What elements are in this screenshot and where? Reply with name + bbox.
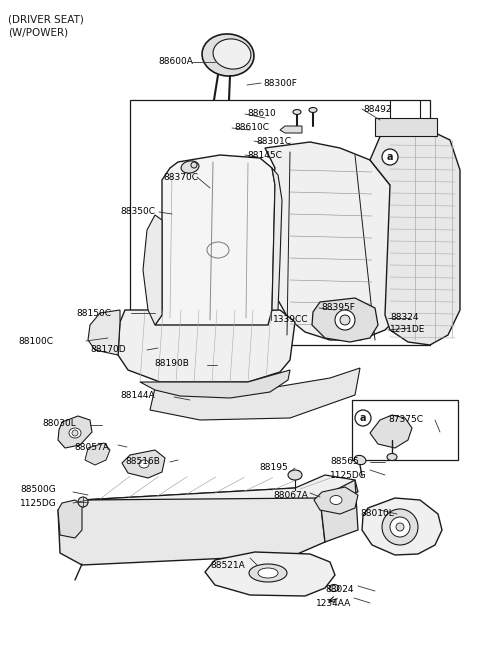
Ellipse shape [202,34,254,76]
Text: 88610C: 88610C [234,124,269,132]
Text: 88024: 88024 [325,585,353,595]
Polygon shape [320,480,358,542]
Text: 87375C: 87375C [388,416,423,424]
Text: a: a [387,152,393,162]
Ellipse shape [249,564,287,582]
Text: a: a [360,413,366,423]
Polygon shape [58,500,82,538]
Polygon shape [370,125,460,345]
Text: 1339CC: 1339CC [273,315,309,325]
Circle shape [340,315,350,325]
Polygon shape [272,168,282,310]
Bar [375,118,437,136]
Polygon shape [58,488,325,565]
Ellipse shape [258,568,278,578]
Text: 88145C: 88145C [247,150,282,160]
Text: 88350C: 88350C [120,207,155,217]
Text: 88170D: 88170D [90,346,126,354]
Circle shape [382,149,398,165]
Ellipse shape [293,110,301,114]
Text: 1234AA: 1234AA [316,598,351,608]
Polygon shape [205,552,335,596]
Ellipse shape [329,585,339,591]
Bar [352,400,458,460]
Text: 88565: 88565 [330,458,359,467]
Polygon shape [58,416,92,448]
Text: 88301C: 88301C [256,136,291,146]
Polygon shape [265,142,415,340]
Text: 88195: 88195 [259,464,288,473]
Polygon shape [155,155,275,325]
Polygon shape [150,368,360,420]
Polygon shape [314,487,358,514]
Polygon shape [143,215,162,325]
Text: 88395F: 88395F [321,303,355,313]
Text: 88300F: 88300F [263,78,297,88]
Polygon shape [122,450,165,478]
Text: 88500G: 88500G [20,485,56,495]
Ellipse shape [354,456,366,465]
Text: 88516B: 88516B [125,458,160,467]
Circle shape [72,430,78,436]
Polygon shape [140,370,290,398]
Circle shape [396,523,404,531]
Ellipse shape [330,495,342,505]
Ellipse shape [309,108,317,112]
Ellipse shape [181,161,199,173]
Polygon shape [312,298,378,342]
Ellipse shape [387,454,397,460]
Bar [130,100,430,345]
Ellipse shape [213,39,251,69]
Polygon shape [280,126,302,133]
Polygon shape [370,415,412,448]
Circle shape [191,162,197,168]
Text: 88324: 88324 [390,313,419,321]
Text: 88150C: 88150C [76,309,111,317]
Text: 88010L: 88010L [360,509,394,519]
Text: (DRIVER SEAT)
(W/POWER): (DRIVER SEAT) (W/POWER) [8,14,84,37]
Text: 88100C: 88100C [18,336,53,346]
Text: 88600A: 88600A [158,57,193,66]
Text: 1231DE: 1231DE [390,325,425,334]
Circle shape [78,497,88,507]
Polygon shape [82,475,358,500]
Text: 88492: 88492 [363,104,392,114]
Text: 88190B: 88190B [154,360,189,368]
Circle shape [382,509,418,545]
Text: 88144A: 88144A [120,392,155,400]
Polygon shape [362,498,442,555]
Text: 88370C: 88370C [163,172,198,182]
Text: 88057A: 88057A [74,442,109,452]
Text: 88030L: 88030L [42,420,76,428]
Circle shape [355,410,371,426]
Text: 88067A: 88067A [273,491,308,501]
Text: 1125DG: 1125DG [330,471,367,479]
Circle shape [390,517,410,537]
Ellipse shape [69,428,81,438]
Circle shape [335,310,355,330]
Polygon shape [88,310,120,355]
Ellipse shape [139,460,149,468]
Text: 1125DG: 1125DG [20,499,57,507]
Text: 88610: 88610 [247,110,276,118]
Polygon shape [118,310,295,382]
Text: 88521A: 88521A [210,561,245,569]
Polygon shape [85,443,110,465]
Ellipse shape [288,470,302,480]
